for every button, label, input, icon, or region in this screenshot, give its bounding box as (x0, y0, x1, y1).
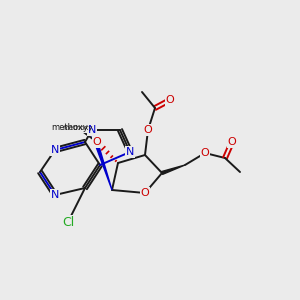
Text: O: O (166, 95, 174, 105)
Text: O: O (228, 137, 236, 147)
Text: methoxy: methoxy (63, 125, 93, 131)
Text: N: N (51, 145, 59, 155)
Text: N: N (88, 125, 96, 135)
Text: N: N (126, 147, 134, 157)
Polygon shape (161, 165, 185, 174)
Polygon shape (90, 129, 112, 190)
Text: O: O (141, 188, 149, 198)
Text: Cl: Cl (62, 215, 74, 229)
Text: O: O (201, 148, 209, 158)
Text: O: O (93, 137, 101, 147)
Text: N: N (51, 190, 59, 200)
Text: O: O (144, 125, 152, 135)
Text: methoxy: methoxy (52, 124, 88, 133)
